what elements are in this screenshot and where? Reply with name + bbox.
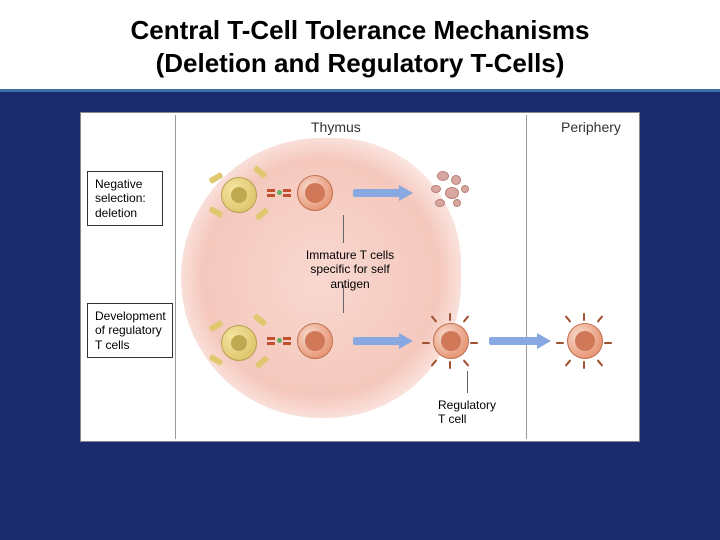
apc-projection [253, 313, 268, 327]
pointer-line-up [343, 215, 344, 243]
apc-nucleus [231, 187, 247, 203]
tcell-nucleus [305, 331, 325, 351]
slide-title: Central T-Cell Tolerance Mechanisms (Del… [24, 14, 696, 79]
pointer-line-regulatory [467, 371, 468, 393]
label-dev-regulatory: Development of regulatory T cells [87, 303, 173, 358]
apc-cell-row2 [209, 313, 269, 373]
title-line-2: (Deletion and Regulatory T-Cells) [156, 48, 565, 78]
tcell-nucleus [575, 331, 595, 351]
region-label-periphery: Periphery [561, 119, 621, 135]
apoptotic-cell [427, 169, 471, 213]
apc-projection [208, 172, 223, 184]
slide-root: Central T-Cell Tolerance Mechanisms (Del… [0, 0, 720, 540]
apc-projection [208, 320, 223, 332]
immature-tcell-row1 [291, 169, 339, 217]
apc-projection [208, 206, 223, 218]
apc-projection [255, 207, 270, 221]
diagram-container: Thymus Periphery Negative selection: del… [0, 92, 720, 442]
label-negative-selection: Negative selection: deletion [87, 171, 163, 226]
tcell-nucleus [305, 183, 325, 203]
apc-projection [255, 355, 270, 369]
tolerance-diagram: Thymus Periphery Negative selection: del… [80, 112, 640, 442]
divider-line-right [526, 115, 527, 439]
title-line-1: Central T-Cell Tolerance Mechanisms [131, 15, 590, 45]
region-label-thymus: Thymus [311, 119, 361, 135]
apc-projection [208, 354, 223, 366]
title-area: Central T-Cell Tolerance Mechanisms (Del… [0, 0, 720, 89]
regulatory-tcell-periphery [561, 317, 609, 365]
apc-nucleus [231, 335, 247, 351]
immature-tcell-row2 [291, 317, 339, 365]
divider-line-left [175, 115, 176, 439]
apc-projection [253, 165, 268, 179]
apc-cell-row1 [209, 165, 269, 225]
tcell-nucleus [441, 331, 461, 351]
regulatory-tcell-thymus [427, 317, 475, 365]
label-regulatory-tcell: Regulatory T cell [431, 393, 511, 432]
label-immature-tcells: Immature T cells specific for self antig… [291, 243, 409, 296]
